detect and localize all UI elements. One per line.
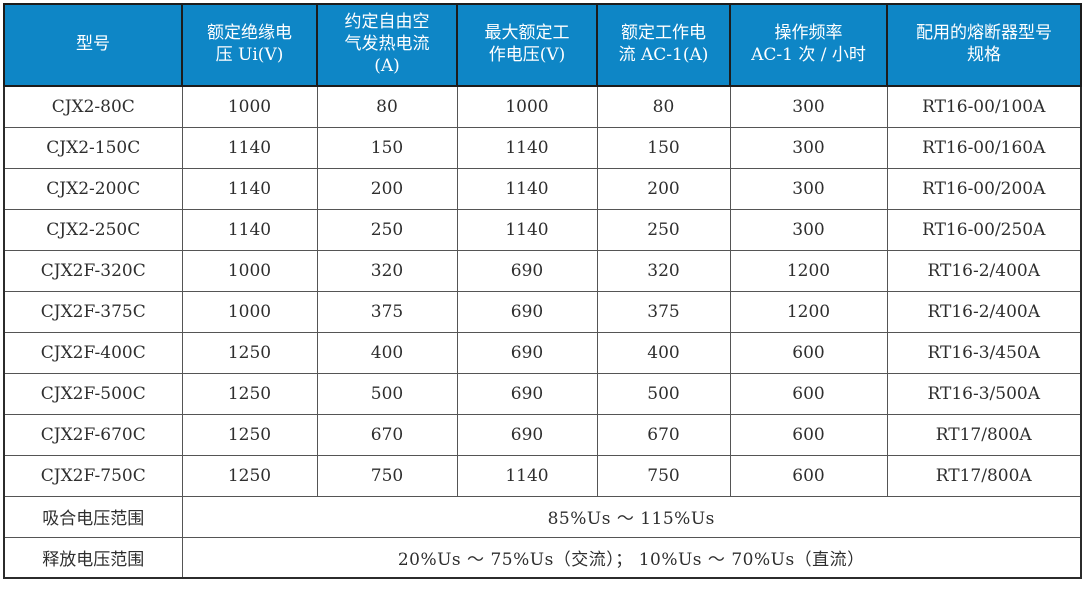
value-cell: 1140 bbox=[181, 126, 318, 169]
value-cell: 300 bbox=[729, 85, 888, 128]
value-cell: 250 bbox=[316, 208, 458, 251]
value-cell: 690 bbox=[456, 372, 598, 415]
model-cell: CJX2-80C bbox=[3, 85, 183, 128]
value-cell: 300 bbox=[729, 167, 888, 210]
value-cell: 690 bbox=[456, 290, 598, 333]
value-cell: 690 bbox=[456, 331, 598, 374]
value-cell: 670 bbox=[596, 413, 731, 456]
value-cell: 1000 bbox=[181, 290, 318, 333]
table-row: CJX2F-500C 1250 500 690 500 600 RT16-3/500A bbox=[3, 372, 1082, 415]
value-cell: 200 bbox=[316, 167, 458, 210]
value-cell: 690 bbox=[456, 413, 598, 456]
value-cell: 80 bbox=[596, 85, 731, 128]
value-cell: RT16-2/400A bbox=[886, 290, 1082, 333]
value-cell: RT16-00/160A bbox=[886, 126, 1082, 169]
pickup-voltage-row: 吸合电压范围 85%Us ～ 115%Us bbox=[3, 495, 1082, 538]
value-cell: 1250 bbox=[181, 454, 318, 497]
value-cell: 750 bbox=[316, 454, 458, 497]
release-voltage-value: 20%Us ～ 75%Us（交流）； 10%Us ～ 70%Us（直流） bbox=[181, 536, 1082, 579]
model-cell: CJX2F-500C bbox=[3, 372, 183, 415]
model-cell: CJX2F-320C bbox=[3, 249, 183, 292]
table-row: CJX2F-375C 1000 375 690 375 1200 RT16-2/400A bbox=[3, 290, 1082, 333]
value-cell: 1140 bbox=[456, 167, 598, 210]
value-cell: 1250 bbox=[181, 331, 318, 374]
value-cell: 1140 bbox=[456, 208, 598, 251]
header-model: 型号 bbox=[3, 3, 183, 87]
value-cell: 600 bbox=[729, 331, 888, 374]
value-cell: 1140 bbox=[456, 126, 598, 169]
release-voltage-row: 释放电压范围 20%Us ～ 75%Us（交流）； 10%Us ～ 70%Us（… bbox=[3, 536, 1082, 579]
value-cell: 690 bbox=[456, 249, 598, 292]
value-cell: RT16-00/100A bbox=[886, 85, 1082, 128]
value-cell: RT16-00/200A bbox=[886, 167, 1082, 210]
header-fuse-spec: 配用的熔断器型号 规格 bbox=[886, 3, 1082, 87]
value-cell: 320 bbox=[316, 249, 458, 292]
model-cell: CJX2F-400C bbox=[3, 331, 183, 374]
value-cell: 375 bbox=[316, 290, 458, 333]
model-cell: CJX2-200C bbox=[3, 167, 183, 210]
table-row: CJX2F-750C 1250 750 1140 750 600 RT17/800A bbox=[3, 454, 1082, 497]
header-max-working-voltage: 最大额定工 作电压(V) bbox=[456, 3, 598, 87]
value-cell: RT17/800A bbox=[886, 454, 1082, 497]
value-cell: 150 bbox=[596, 126, 731, 169]
pickup-voltage-value: 85%Us ～ 115%Us bbox=[181, 495, 1082, 538]
value-cell: 300 bbox=[729, 208, 888, 251]
value-cell: 1140 bbox=[181, 167, 318, 210]
header-rated-working-current: 额定工作电 流 AC-1(A) bbox=[596, 3, 731, 87]
table-row: CJX2-150C 1140 150 1140 150 300 RT16-00/160A bbox=[3, 126, 1082, 169]
model-cell: CJX2-150C bbox=[3, 126, 183, 169]
header-rated-insulation-voltage: 额定绝缘电 压 Ui(V) bbox=[181, 3, 318, 87]
table-row: CJX2-200C 1140 200 1140 200 300 RT16-00/200A bbox=[3, 167, 1082, 210]
table-row: CJX2F-320C 1000 320 690 320 1200 RT16-2/400A bbox=[3, 249, 1082, 292]
value-cell: RT16-2/400A bbox=[886, 249, 1082, 292]
table-row: CJX2-80C 1000 80 1000 80 300 RT16-00/100A bbox=[3, 85, 1082, 128]
value-cell: RT16-3/500A bbox=[886, 372, 1082, 415]
value-cell: 1250 bbox=[181, 372, 318, 415]
value-cell: 1000 bbox=[456, 85, 598, 128]
value-cell: 1140 bbox=[181, 208, 318, 251]
value-cell: 1140 bbox=[456, 454, 598, 497]
value-cell: 600 bbox=[729, 413, 888, 456]
value-cell: 400 bbox=[316, 331, 458, 374]
value-cell: 1000 bbox=[181, 249, 318, 292]
model-cell: CJX2F-670C bbox=[3, 413, 183, 456]
table-row: CJX2F-400C 1250 400 690 400 600 RT16-3/450A bbox=[3, 331, 1082, 374]
header-operating-frequency: 操作频率 AC-1 次 / 小时 bbox=[729, 3, 888, 87]
value-cell: 600 bbox=[729, 454, 888, 497]
value-cell: 1200 bbox=[729, 249, 888, 292]
value-cell: 600 bbox=[729, 372, 888, 415]
pickup-voltage-label: 吸合电压范围 bbox=[3, 495, 183, 538]
contactor-spec-table: 型号 额定绝缘电 压 Ui(V) 约定自由空 气发热电流 (A) 最大额定工 作… bbox=[3, 3, 1082, 579]
value-cell: 400 bbox=[596, 331, 731, 374]
value-cell: 150 bbox=[316, 126, 458, 169]
header-conventional-thermal-current: 约定自由空 气发热电流 (A) bbox=[316, 3, 458, 87]
value-cell: 250 bbox=[596, 208, 731, 251]
value-cell: RT16-3/450A bbox=[886, 331, 1082, 374]
model-cell: CJX2-250C bbox=[3, 208, 183, 251]
model-cell: CJX2F-375C bbox=[3, 290, 183, 333]
value-cell: 200 bbox=[596, 167, 731, 210]
value-cell: 300 bbox=[729, 126, 888, 169]
value-cell: 750 bbox=[596, 454, 731, 497]
value-cell: 375 bbox=[596, 290, 731, 333]
value-cell: 500 bbox=[316, 372, 458, 415]
contactor-spec-table-container: 型号 额定绝缘电 压 Ui(V) 约定自由空 气发热电流 (A) 最大额定工 作… bbox=[3, 3, 1082, 579]
value-cell: 80 bbox=[316, 85, 458, 128]
value-cell: 500 bbox=[596, 372, 731, 415]
value-cell: 320 bbox=[596, 249, 731, 292]
value-cell: 1200 bbox=[729, 290, 888, 333]
value-cell: RT17/800A bbox=[886, 413, 1082, 456]
value-cell: 1000 bbox=[181, 85, 318, 128]
model-cell: CJX2F-750C bbox=[3, 454, 183, 497]
table-row: CJX2F-670C 1250 670 690 670 600 RT17/800A bbox=[3, 413, 1082, 456]
value-cell: 670 bbox=[316, 413, 458, 456]
release-voltage-label: 释放电压范围 bbox=[3, 536, 183, 579]
value-cell: 1250 bbox=[181, 413, 318, 456]
header-row: 型号 额定绝缘电 压 Ui(V) 约定自由空 气发热电流 (A) 最大额定工 作… bbox=[3, 3, 1082, 87]
value-cell: RT16-00/250A bbox=[886, 208, 1082, 251]
table-row: CJX2-250C 1140 250 1140 250 300 RT16-00/250A bbox=[3, 208, 1082, 251]
